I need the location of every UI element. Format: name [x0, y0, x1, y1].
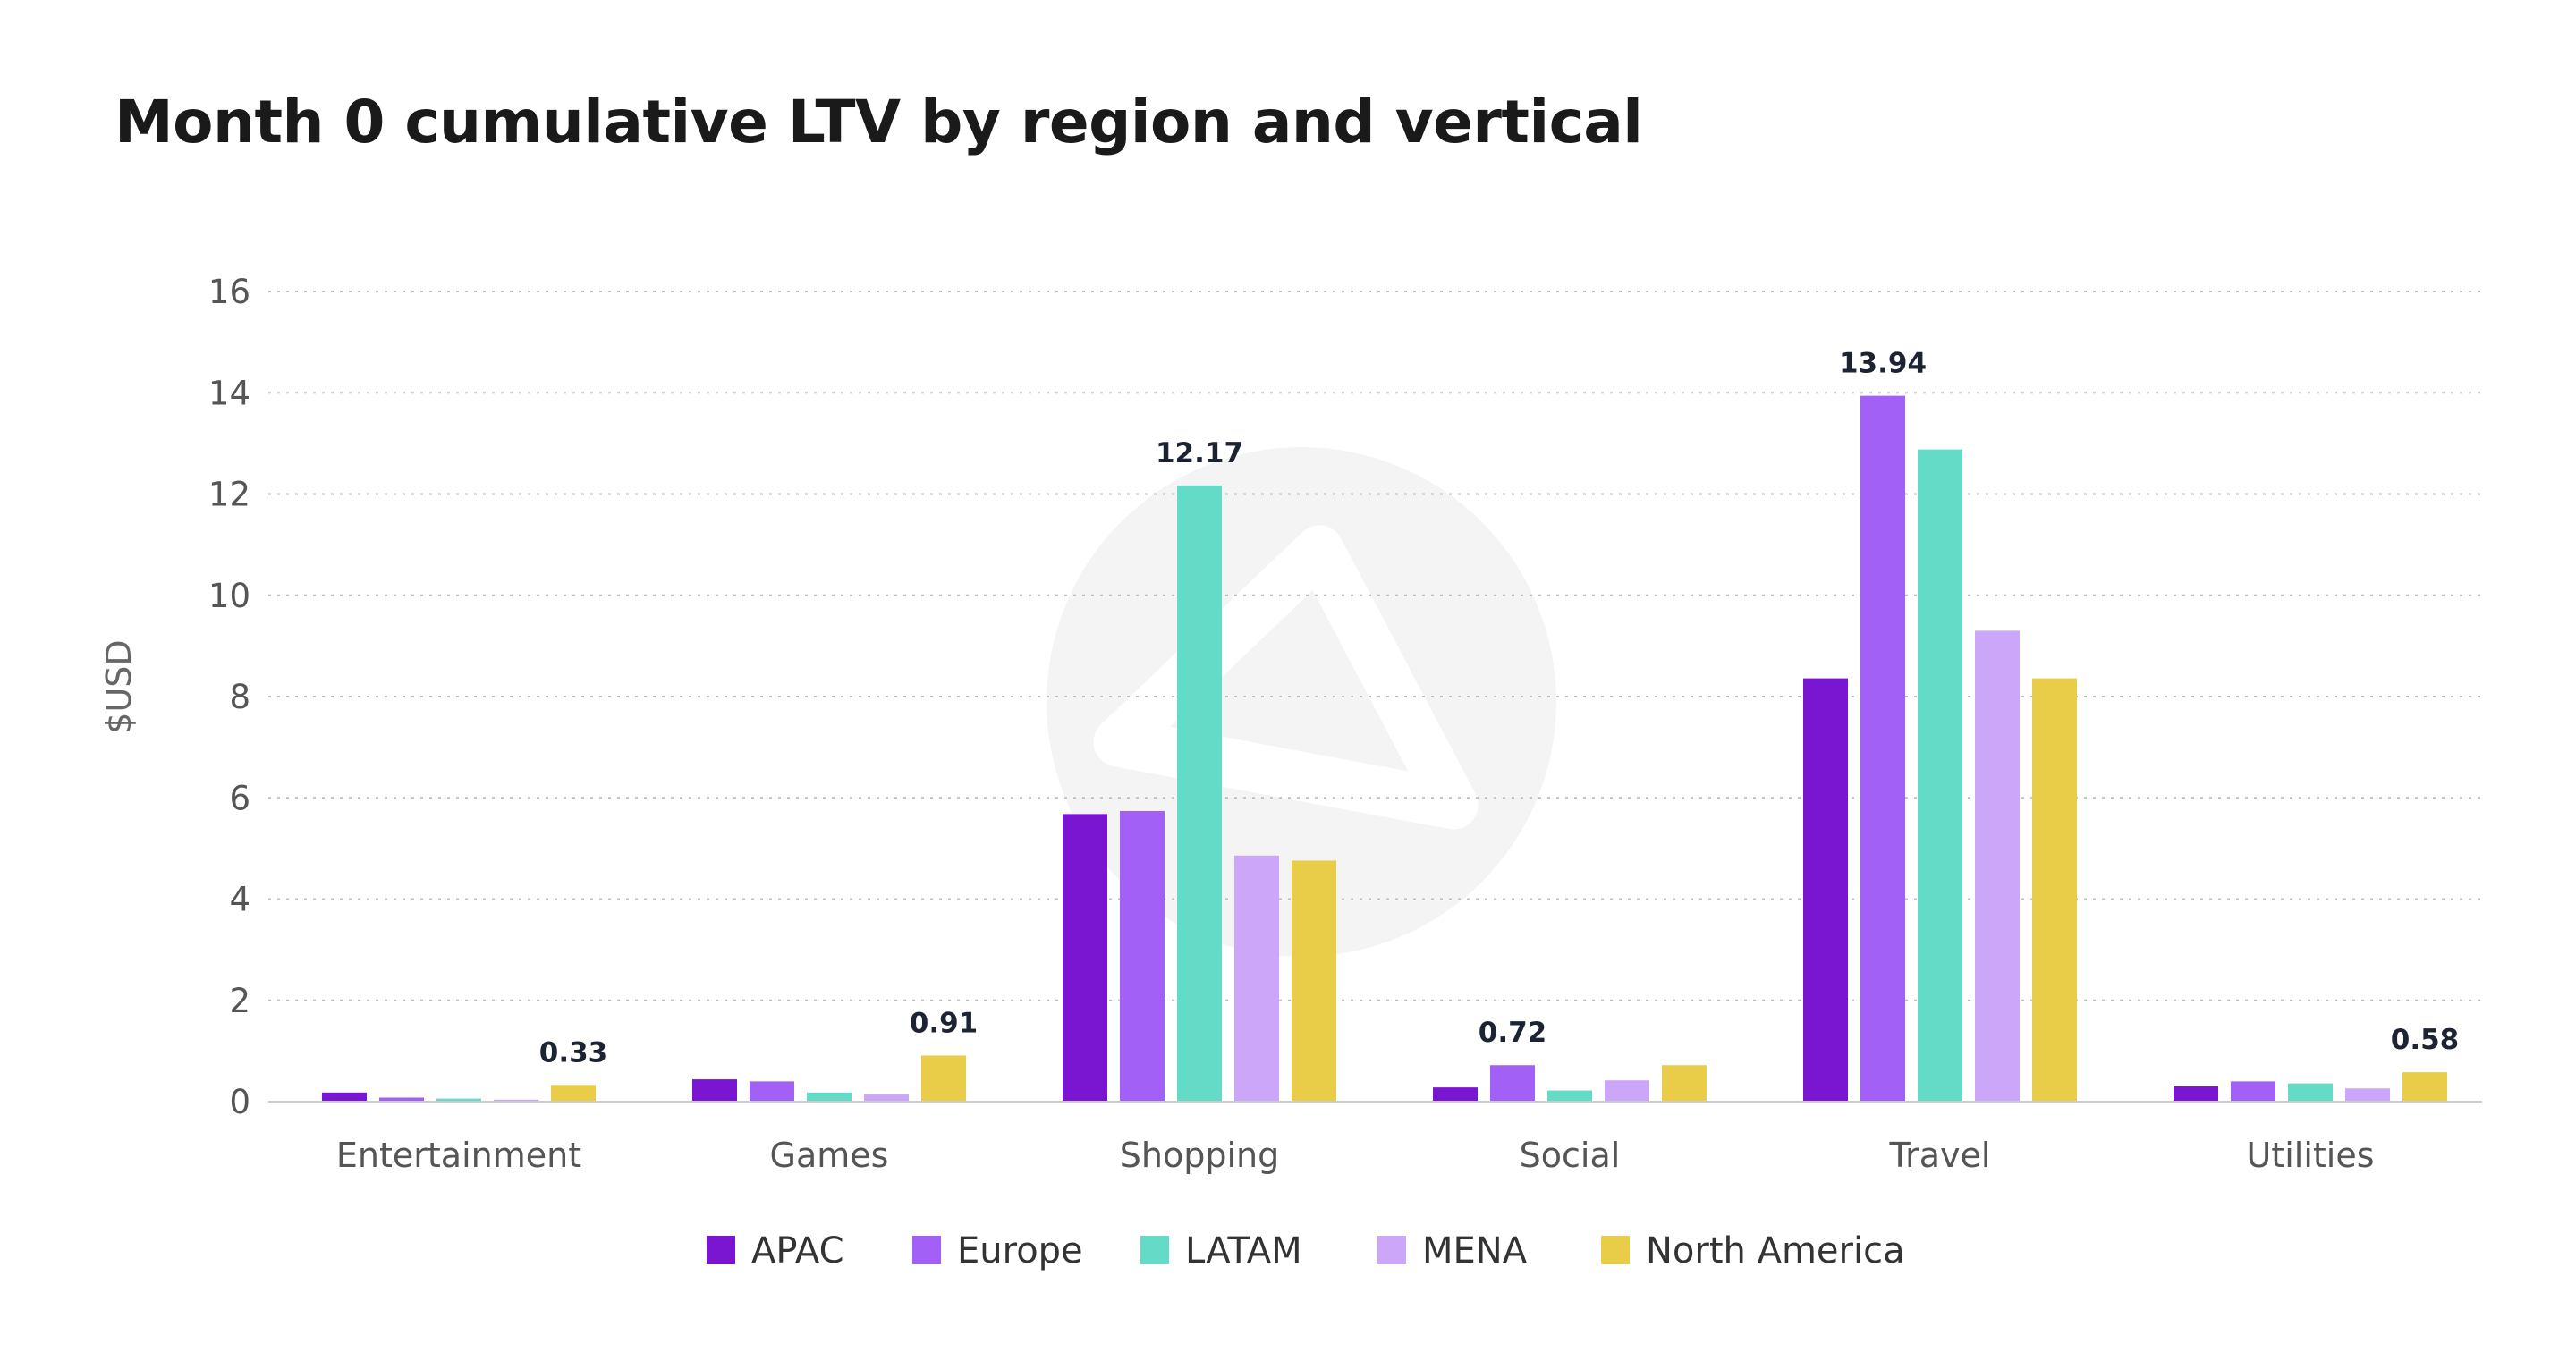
legend-item-label: Europe — [957, 1230, 1083, 1272]
legend-swatch — [1601, 1236, 1630, 1264]
y-tick-label: 14 — [208, 374, 250, 412]
legend-swatch — [1140, 1236, 1169, 1264]
bar-utilities-north-america — [2402, 1072, 2447, 1102]
y-tick-label: 2 — [229, 982, 250, 1020]
data-labels: 0.33 0.91 12.17 0.72 13.94 0.58 — [539, 348, 2460, 1069]
bar-utilities-apac — [2174, 1086, 2218, 1102]
bar-social-latam — [1547, 1090, 1592, 1102]
bar-social-europe — [1490, 1065, 1535, 1102]
bar-travel-latam — [1918, 449, 1962, 1102]
bar-travel-apac — [1803, 678, 1848, 1102]
legend-item-label: MENA — [1422, 1230, 1528, 1272]
bar-utilities-mena — [2345, 1088, 2390, 1102]
bar-social-mena — [1605, 1080, 1649, 1102]
x-category-label: Shopping — [1120, 1136, 1279, 1175]
bar-games-mena — [864, 1094, 909, 1102]
y-tick-label: 8 — [229, 678, 250, 716]
bar-shopping-latam — [1177, 485, 1222, 1102]
gridlines — [268, 291, 2482, 1001]
x-category-label: Entertainment — [336, 1136, 581, 1175]
bar-entertainment-latam — [436, 1098, 481, 1102]
bar-games-latam — [807, 1092, 852, 1102]
y-tick-label: 16 — [208, 273, 250, 311]
bar-entertainment-mena — [494, 1099, 538, 1102]
data-label: 0.91 — [910, 1007, 979, 1039]
bar-shopping-mena — [1234, 855, 1279, 1102]
x-category-label: Games — [770, 1136, 889, 1175]
legend-swatch — [707, 1236, 735, 1264]
y-tick-label: 4 — [229, 881, 250, 919]
y-tick-label: 10 — [208, 577, 250, 615]
data-label: 13.94 — [1839, 348, 1927, 380]
bar-travel-europe — [1860, 395, 1905, 1103]
legend-item-label: APAC — [751, 1230, 844, 1272]
y-axis-title: $USD — [99, 639, 139, 733]
legend-item-label: LATAM — [1185, 1230, 1302, 1272]
bar-travel-mena — [1975, 630, 2020, 1102]
chart-title: Month 0 cumulative LTV by region and ver… — [114, 88, 1643, 156]
legend-item-label: North America — [1646, 1230, 1905, 1272]
bar-games-north-america — [921, 1055, 966, 1102]
bar-travel-north-america — [2032, 678, 2077, 1102]
bars — [322, 395, 2447, 1103]
y-tick-label: 6 — [229, 779, 250, 817]
bar-entertainment-apac — [322, 1092, 367, 1102]
bar-games-apac — [692, 1079, 737, 1102]
data-label: 0.72 — [1479, 1017, 1547, 1049]
bar-utilities-latam — [2288, 1083, 2333, 1102]
data-label: 0.58 — [2391, 1024, 2460, 1056]
bar-social-north-america — [1662, 1065, 1707, 1102]
bar-entertainment-europe — [379, 1097, 424, 1102]
legend: APAC Europe LATAM MENA North America — [707, 1230, 1905, 1272]
data-label: 0.33 — [539, 1036, 608, 1069]
y-axis-ticks: 0 2 4 6 8 10 12 14 16 — [208, 273, 250, 1121]
bar-utilities-europe — [2231, 1081, 2275, 1102]
y-tick-label: 12 — [208, 476, 250, 514]
bar-social-apac — [1433, 1087, 1478, 1102]
y-tick-label: 0 — [229, 1083, 250, 1121]
legend-swatch — [1377, 1236, 1406, 1264]
legend-swatch — [912, 1236, 941, 1264]
bar-shopping-north-america — [1292, 860, 1336, 1102]
x-category-label: Social — [1520, 1136, 1621, 1175]
bar-shopping-apac — [1063, 814, 1107, 1102]
x-category-label: Utilities — [2246, 1136, 2374, 1175]
x-axis-categories: Entertainment Games Shopping Social Travel Ut… — [336, 1136, 2375, 1175]
bar-games-europe — [750, 1081, 794, 1102]
bar-shopping-europe — [1120, 810, 1165, 1102]
bar-entertainment-north-america — [551, 1085, 596, 1102]
data-label: 12.17 — [1156, 437, 1243, 469]
x-category-label: Travel — [1889, 1136, 1991, 1175]
